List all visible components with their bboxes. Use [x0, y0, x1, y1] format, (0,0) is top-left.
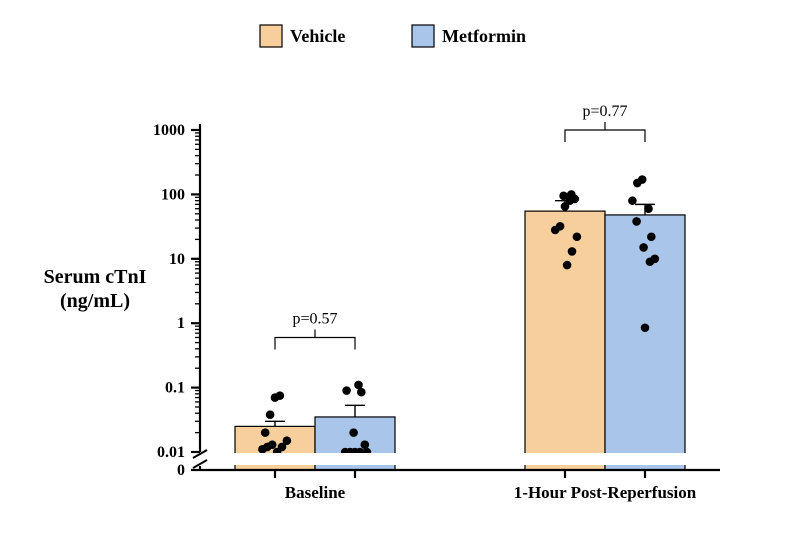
data-point — [632, 217, 641, 226]
bar-1-hour-post-reperfusion-metformin — [605, 215, 685, 470]
x-category-label: 1-Hour Post-Reperfusion — [514, 483, 697, 502]
data-point — [568, 247, 577, 256]
bar-1-hour-post-reperfusion-vehicle — [525, 211, 605, 470]
data-point — [283, 436, 292, 445]
data-point — [647, 232, 656, 241]
legend-swatch — [260, 25, 282, 47]
data-point — [573, 232, 582, 241]
data-point — [644, 204, 653, 213]
data-point — [567, 190, 576, 199]
data-point — [349, 428, 358, 437]
data-point — [556, 222, 565, 231]
data-point — [268, 440, 277, 449]
x-category-label: Baseline — [285, 483, 346, 502]
data-point — [651, 254, 660, 263]
y-tick-label: 0 — [177, 462, 185, 479]
y-axis-title-line2: (ng/mL) — [60, 290, 130, 312]
data-point — [276, 391, 285, 400]
data-point — [342, 386, 351, 395]
data-point — [361, 440, 370, 449]
data-point — [639, 243, 648, 252]
legend-swatch — [412, 25, 434, 47]
legend-label: Vehicle — [290, 26, 345, 46]
legend-label: Metformin — [442, 26, 526, 46]
chart-svg: p=0.57 Baseline p=0.77 1-Hour Post-Reperfus… — [0, 0, 800, 547]
data-point — [638, 175, 647, 184]
data-point — [266, 410, 275, 419]
axis-break-mask — [198, 453, 722, 465]
p-value-label: p=0.77 — [582, 103, 627, 120]
y-axis-title-line1: Serum cTnI — [44, 266, 147, 288]
y-tick-label: 10 — [169, 251, 185, 268]
y-tick-label: 1000 — [153, 122, 185, 139]
chart-container: p=0.57 Baseline p=0.77 1-Hour Post-Reperfus… — [0, 0, 800, 547]
y-tick-label: 0.1 — [165, 380, 185, 397]
data-point — [354, 381, 363, 390]
p-value-label: p=0.57 — [292, 310, 337, 327]
data-point — [628, 196, 637, 205]
data-point — [563, 261, 572, 270]
y-tick-label: 0.01 — [157, 444, 185, 461]
y-tick-label: 1 — [177, 315, 185, 332]
data-point — [641, 323, 650, 332]
y-tick-label: 100 — [161, 186, 185, 203]
data-point — [261, 428, 270, 437]
data-point — [559, 192, 568, 201]
